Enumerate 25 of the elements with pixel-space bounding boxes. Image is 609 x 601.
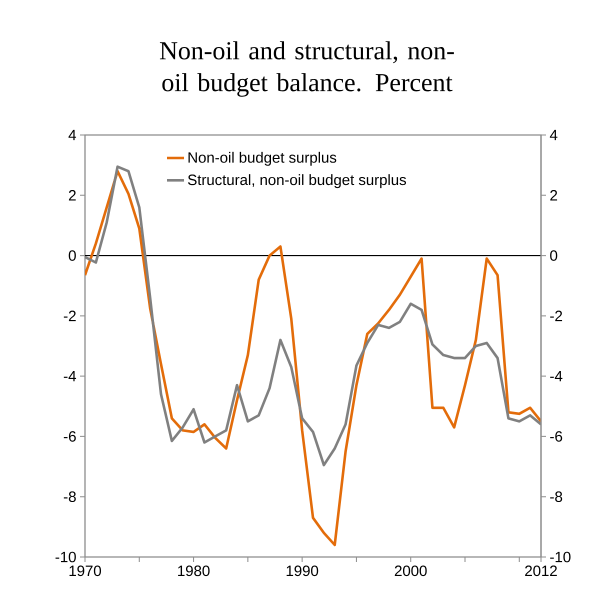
- y2-tick-label: 0: [68, 250, 76, 261]
- x-tick-label: 1980: [178, 566, 210, 576]
- y-tick-label: -8: [550, 491, 562, 502]
- y2-tick-label: -4: [64, 371, 76, 382]
- y-tick-label: 4: [550, 130, 558, 140]
- x-tick-label: 1990: [286, 566, 318, 576]
- y2-tick-label: -6: [64, 431, 76, 442]
- y-tick-label: 2: [550, 190, 558, 200]
- y2-tick-label: -10: [56, 552, 76, 562]
- y-tick-label: -2: [550, 310, 562, 322]
- legend-label: Structural, non-oil budget surplus: [188, 174, 406, 188]
- y-tick-label: -4: [550, 371, 562, 382]
- x-tick-label: 2000: [394, 566, 427, 576]
- y-tick-label: -6: [550, 431, 562, 442]
- y-tick-label: -10: [550, 552, 571, 562]
- y-tick-label: 0: [550, 250, 558, 261]
- y2-tick-label: -8: [64, 491, 76, 502]
- y2-tick-label: 2: [68, 190, 76, 200]
- y2-tick-label: 4: [68, 130, 76, 140]
- y2-tick-label: -2: [64, 310, 76, 322]
- x-tick-label: 1970: [70, 566, 102, 576]
- chart-title: Non-oil and structural, non-oil budget balance. Percent: [160, 41, 454, 97]
- x-tick-label: 2012: [525, 566, 557, 576]
- line-series: [85, 170, 542, 546]
- legend-label: Non-oil budget surplus: [188, 152, 336, 166]
